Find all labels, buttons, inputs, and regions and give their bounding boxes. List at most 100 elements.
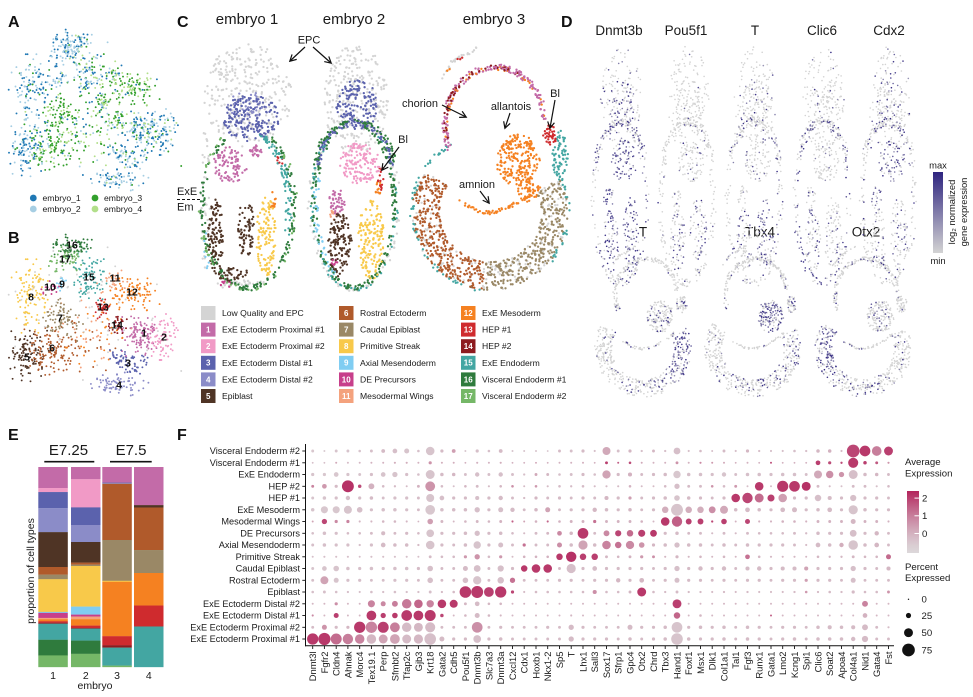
cell-point: [99, 381, 102, 384]
cell-point: [101, 270, 104, 273]
cell-point: [61, 150, 64, 153]
cell-point: [67, 36, 70, 39]
cell-point: [229, 130, 232, 134]
cell-point: [82, 72, 85, 74]
cell-point: [286, 171, 289, 174]
cell-point: [10, 71, 13, 74]
cell-point: [213, 266, 216, 270]
cell-point: [257, 252, 260, 256]
cell-point: [203, 90, 207, 93]
cell-point: [214, 99, 217, 102]
cell-point: [34, 271, 36, 273]
cell-point: [264, 264, 267, 267]
cell-point: [35, 334, 38, 337]
cell-point: [206, 84, 209, 88]
cell-point: [355, 150, 358, 153]
cell-point: [126, 160, 129, 163]
cell-point: [334, 238, 338, 241]
cell-point: [64, 43, 67, 46]
cell-point: [62, 113, 65, 116]
cell-point: [146, 144, 149, 147]
cell-point: [119, 121, 122, 124]
cell-point: [46, 333, 49, 336]
cell-point: [360, 132, 363, 135]
cell-point: [284, 185, 287, 188]
cell-point: [272, 254, 275, 257]
cell-point: [101, 93, 104, 96]
cluster-label: 11: [109, 273, 120, 285]
cell-point: [347, 77, 350, 80]
cell-point: [117, 157, 120, 160]
cell-point: [389, 142, 392, 145]
cell-point: [105, 325, 108, 328]
cell-point: [123, 82, 126, 85]
cell-point: [117, 121, 120, 124]
cell-point: [151, 117, 154, 120]
cell-point: [234, 160, 237, 163]
cell-point: [135, 343, 138, 346]
cell-point: [221, 240, 224, 243]
cell-point: [82, 291, 85, 294]
cell-point: [356, 154, 359, 157]
cell-point: [96, 287, 99, 290]
cell-point: [213, 157, 216, 161]
cell-point: [96, 53, 99, 56]
cell-point: [60, 151, 63, 154]
embryo-1-scatter: [197, 43, 298, 292]
cell-point: [71, 115, 74, 118]
cell-point: [60, 39, 62, 42]
cell-point: [100, 357, 103, 360]
cell-point: [108, 71, 110, 74]
cell-point: [229, 120, 232, 124]
cell-point: [18, 356, 21, 359]
cell-point: [129, 189, 132, 192]
cell-point: [75, 64, 78, 67]
cell-point: [114, 265, 117, 268]
cell-point: [380, 86, 383, 89]
cell-point: [19, 338, 22, 341]
cell-point: [131, 77, 134, 80]
cell-point: [359, 106, 363, 109]
cluster-label: 16: [66, 240, 78, 252]
cell-point: [327, 116, 330, 120]
cell-point: [209, 153, 212, 156]
cell-point: [74, 136, 77, 138]
cell-point: [56, 341, 59, 344]
cell-point: [48, 129, 51, 132]
cell-point: [238, 236, 241, 239]
cell-point: [80, 45, 83, 48]
cell-point: [249, 241, 252, 245]
cell-point: [58, 77, 61, 80]
cell-point: [123, 371, 126, 374]
cell-point: [238, 109, 242, 112]
cell-point: [164, 139, 167, 142]
cell-point: [64, 39, 67, 42]
cell-point: [139, 116, 142, 119]
cell-point: [24, 160, 27, 163]
cell-point: [386, 137, 389, 140]
cell-point: [50, 50, 53, 53]
cell-point: [356, 79, 359, 82]
cell-point: [49, 365, 52, 368]
cell-point: [278, 152, 281, 155]
cell-point: [46, 279, 49, 282]
cell-point: [63, 154, 66, 157]
cell-point: [105, 386, 108, 389]
cell-point: [343, 137, 347, 140]
cell-point: [129, 129, 132, 132]
cell-point: [346, 133, 349, 136]
cell-point: [60, 79, 63, 82]
legend-swatch-embryo-3: [91, 194, 99, 202]
cell-point: [93, 360, 96, 363]
cell-point: [240, 228, 243, 231]
cell-point: [354, 139, 358, 143]
cell-point: [244, 128, 247, 131]
cell-point: [128, 94, 130, 97]
cell-point: [367, 108, 371, 111]
cell-point: [124, 158, 127, 161]
cell-point: [120, 115, 123, 118]
cell-point: [64, 31, 67, 34]
cell-point: [205, 243, 209, 246]
cell-point: [137, 300, 140, 303]
